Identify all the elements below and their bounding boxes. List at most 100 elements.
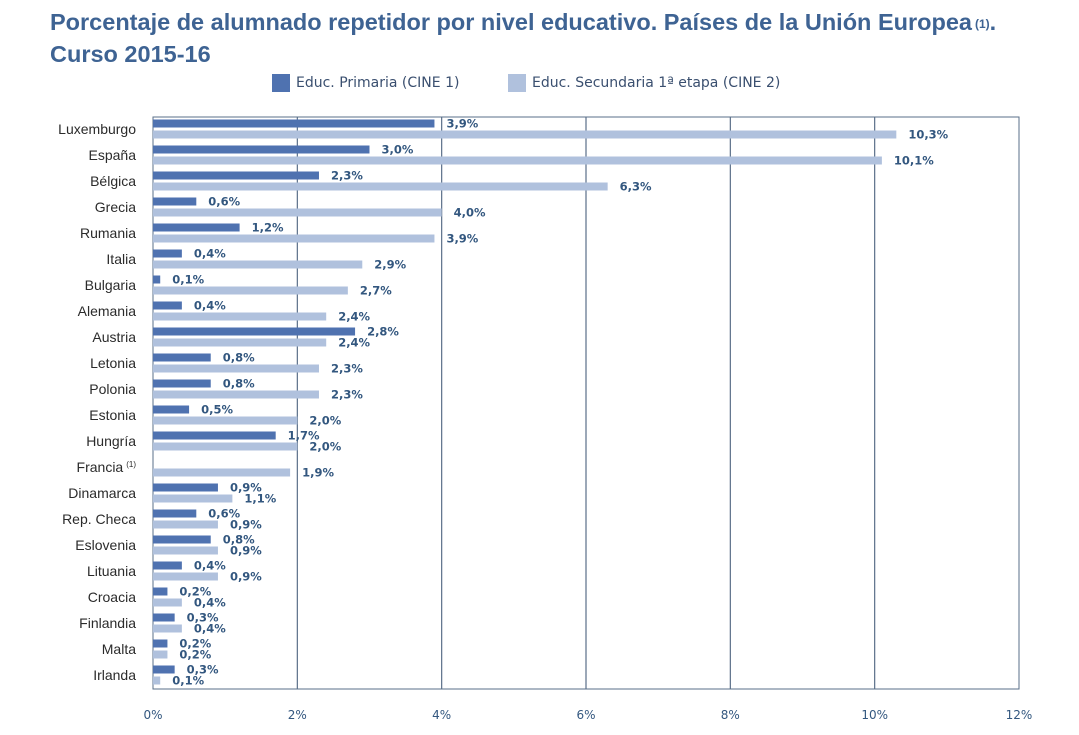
value-label-secundaria: 0,1% xyxy=(172,674,204,688)
bar-primaria xyxy=(153,561,182,570)
bar-primaria xyxy=(153,197,197,206)
bar-secundaria xyxy=(153,364,319,373)
bar-primaria xyxy=(153,379,211,388)
value-label-primaria: 1,2% xyxy=(252,221,284,235)
value-label-secundaria: 2,4% xyxy=(338,310,370,324)
category-label: España xyxy=(89,147,137,163)
category-label: Eslovenia xyxy=(75,537,136,553)
value-label-primaria: 0,9% xyxy=(230,481,262,495)
bar-primaria xyxy=(153,535,211,544)
bar-primaria xyxy=(153,665,175,674)
bar-secundaria xyxy=(153,208,442,217)
category-label: Rumania xyxy=(80,225,136,241)
bar-primaria xyxy=(153,119,435,128)
bar-primaria xyxy=(153,301,182,310)
value-label-primaria: 0,1% xyxy=(172,273,204,287)
category-label: Hungría xyxy=(86,433,136,449)
value-label-secundaria: 2,7% xyxy=(360,284,392,298)
bar-secundaria xyxy=(153,624,182,633)
bar-primaria xyxy=(153,327,356,336)
value-label-primaria: 3,0% xyxy=(382,143,414,157)
bar-secundaria xyxy=(153,130,897,139)
category-label: Francia (1) xyxy=(77,459,137,475)
x-tick-label: 6% xyxy=(576,708,595,722)
bar-primaria xyxy=(153,613,175,622)
category-label: Lituania xyxy=(87,563,136,579)
legend-label-primaria: Educ. Primaria (CINE 1) xyxy=(296,75,460,91)
value-label-primaria: 1,7% xyxy=(288,429,320,443)
category-label: Rep. Checa xyxy=(62,511,136,527)
value-label-primaria: 0,6% xyxy=(208,195,240,209)
bar-secundaria xyxy=(153,286,348,295)
x-tick-label: 0% xyxy=(143,708,162,722)
bar-secundaria xyxy=(153,468,291,477)
category-label: Malta xyxy=(102,641,136,657)
category-label: Alemania xyxy=(78,303,137,319)
bar-secundaria xyxy=(153,416,298,425)
legend-swatch-primaria xyxy=(272,74,290,92)
bar-secundaria xyxy=(153,312,327,321)
value-label-secundaria: 2,4% xyxy=(338,336,370,350)
value-label-primaria: 0,8% xyxy=(223,377,255,391)
value-label-secundaria: 1,1% xyxy=(244,492,276,506)
value-label-primaria: 0,6% xyxy=(208,507,240,521)
chart-title-text: Porcentaje de alumnado repetidor por niv… xyxy=(50,9,972,35)
value-label-primaria: 2,8% xyxy=(367,325,399,339)
bar-secundaria xyxy=(153,182,608,191)
category-label: Italia xyxy=(106,251,136,267)
value-label-secundaria: 2,0% xyxy=(309,440,341,454)
value-label-secundaria: 0,9% xyxy=(230,544,262,558)
value-label-primaria: 0,4% xyxy=(194,559,226,573)
category-label: Polonia xyxy=(89,381,136,397)
value-label-primaria: 0,8% xyxy=(223,533,255,547)
value-label-primaria: 0,2% xyxy=(179,637,211,651)
bar-primaria xyxy=(153,639,168,648)
legend-label-secundaria: Educ. Secundaria 1ª etapa (CINE 2) xyxy=(532,75,781,91)
value-label-primaria: 0,4% xyxy=(194,299,226,313)
x-tick-label: 12% xyxy=(1006,708,1033,722)
value-label-secundaria: 6,3% xyxy=(620,180,652,194)
value-label-secundaria: 10,1% xyxy=(894,154,934,168)
legend-item-primaria: Educ. Primaria (CINE 1) xyxy=(272,74,459,92)
value-label-secundaria: 2,9% xyxy=(374,258,406,272)
value-label-secundaria: 2,3% xyxy=(331,362,363,376)
value-label-primaria: 0,5% xyxy=(201,403,233,417)
value-label-secundaria: 0,9% xyxy=(230,570,262,584)
x-tick-label: 4% xyxy=(432,708,451,722)
value-label-primaria: 3,9% xyxy=(446,117,478,131)
category-label: Finlandia xyxy=(79,615,136,631)
category-label: Estonia xyxy=(89,407,136,423)
category-label: Letonia xyxy=(90,355,136,371)
value-label-primaria: 0,3% xyxy=(187,611,219,625)
value-label-secundaria: 3,9% xyxy=(446,232,478,246)
x-tick-label: 10% xyxy=(861,708,888,722)
x-tick-label: 2% xyxy=(288,708,307,722)
bar-primaria xyxy=(153,223,240,232)
bar-secundaria xyxy=(153,338,327,347)
bar-secundaria xyxy=(153,390,319,399)
bar-secundaria xyxy=(153,260,363,269)
chart-title-note: (1) xyxy=(974,17,990,31)
value-label-secundaria: 0,4% xyxy=(194,596,226,610)
legend-item-secundaria: Educ. Secundaria 1ª etapa (CINE 2) xyxy=(508,74,780,92)
category-label: Luxemburgo xyxy=(58,121,136,137)
category-label: Croacia xyxy=(88,589,136,605)
value-label-secundaria: 2,3% xyxy=(331,388,363,402)
bar-primaria xyxy=(153,171,319,180)
chart-title: Porcentaje de alumnado repetidor por niv… xyxy=(50,6,1060,70)
bar-primaria xyxy=(153,587,168,596)
value-label-secundaria: 10,3% xyxy=(908,128,948,142)
bar-primaria xyxy=(153,483,218,492)
category-label: Austria xyxy=(92,329,136,345)
bar-secundaria xyxy=(153,442,298,451)
bar-secundaria xyxy=(153,598,182,607)
bar-secundaria xyxy=(153,676,161,685)
bar-primaria xyxy=(153,405,190,414)
category-label: Dinamarca xyxy=(68,485,136,501)
bar-primaria xyxy=(153,275,161,284)
bar-primaria xyxy=(153,431,276,440)
bar-secundaria xyxy=(153,520,218,529)
category-label: Irlanda xyxy=(93,667,136,683)
x-tick-label: 8% xyxy=(721,708,740,722)
bar-secundaria xyxy=(153,234,435,243)
